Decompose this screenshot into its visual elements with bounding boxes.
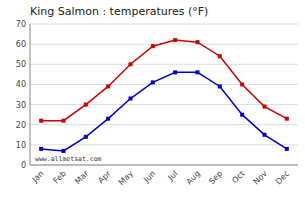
grid-line — [30, 124, 298, 125]
chart: King Salmon : temperatures (°F) 0 10 20 30 40… — [0, 0, 305, 200]
y-tick-label: 20 — [16, 121, 26, 130]
annotation: www.allmetsat.com — [35, 155, 102, 163]
x-tick-label: Sep — [207, 169, 224, 186]
y-tick-label: 50 — [16, 60, 26, 69]
y-tick-label: 40 — [16, 80, 26, 89]
point-marker — [84, 135, 88, 139]
x-tick-label: Apr — [96, 169, 113, 186]
point-marker — [39, 147, 43, 151]
y-axis-line — [30, 24, 31, 165]
grid-line — [30, 144, 298, 145]
x-axis-line — [30, 165, 298, 166]
x-tick-label: Jan — [30, 169, 46, 185]
point-marker — [129, 62, 133, 66]
x-tick-label: Jun — [141, 169, 157, 185]
x-tick-label: Feb — [52, 169, 68, 185]
y-tick-label: 30 — [16, 101, 26, 110]
grid-line — [30, 165, 298, 166]
point-marker — [151, 80, 155, 84]
y-tick-label: 10 — [16, 141, 26, 150]
x-tick-label: Aug — [185, 169, 202, 186]
point-marker — [173, 70, 177, 74]
point-marker — [62, 119, 66, 123]
point-marker — [129, 97, 133, 101]
point-marker — [218, 84, 222, 88]
title: King Salmon : temperatures (°F) — [30, 5, 208, 18]
x-tick-label: Dec — [274, 169, 291, 186]
point-marker — [151, 44, 155, 48]
x-tick-label: May — [117, 169, 135, 187]
point-marker — [62, 149, 66, 153]
plot-area — [39, 38, 289, 153]
y-tick-label: 60 — [16, 40, 26, 49]
point-marker — [196, 40, 200, 44]
point-marker — [285, 147, 289, 151]
point-marker — [218, 54, 222, 58]
point-marker — [263, 133, 267, 137]
grid-line — [30, 84, 298, 85]
point-marker — [285, 117, 289, 121]
y-tick-label: 0 — [21, 161, 26, 170]
point-marker — [39, 119, 43, 123]
grid-line — [30, 64, 298, 65]
point-marker — [240, 82, 244, 86]
grid-line — [30, 104, 298, 105]
series-line — [41, 40, 287, 121]
x-tick-label: Oct — [230, 169, 246, 185]
point-marker — [173, 38, 177, 42]
y-tick-label: 70 — [16, 20, 26, 29]
point-marker — [263, 105, 267, 109]
series-line — [41, 72, 287, 151]
point-marker — [106, 117, 110, 121]
grid-line — [30, 24, 298, 25]
point-marker — [240, 113, 244, 117]
point-marker — [106, 84, 110, 88]
x-tick-label: Jul — [166, 169, 180, 183]
point-marker — [84, 103, 88, 107]
x-tick-label: Mar — [73, 169, 91, 187]
point-marker — [196, 70, 200, 74]
x-tick-label: Nov — [252, 169, 270, 187]
